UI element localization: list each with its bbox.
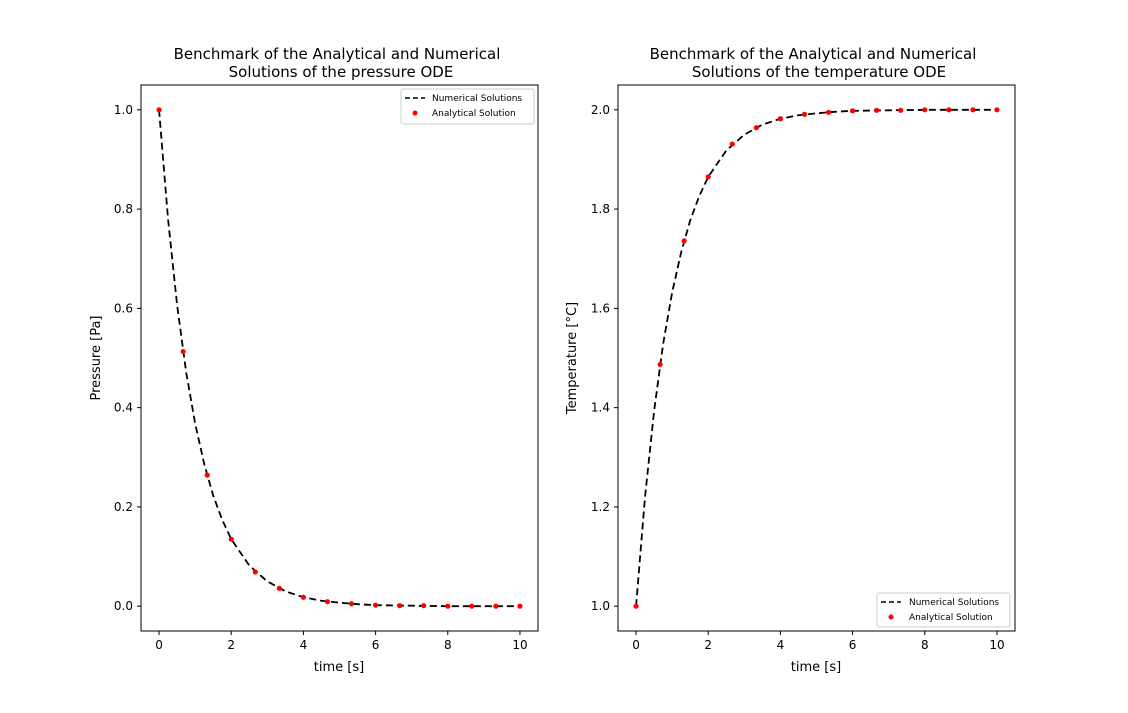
y-tick-label: 1.0 xyxy=(114,103,133,117)
legend-box xyxy=(876,592,1011,628)
analytical-solution-point xyxy=(681,238,687,244)
analytical-solution-point xyxy=(729,141,735,147)
analytical-solution-point xyxy=(445,603,451,609)
legend-box xyxy=(400,88,535,125)
analytical-solution-point xyxy=(372,602,379,608)
legend: Numerical Solutions Analytical Solution xyxy=(400,88,535,125)
y-tick-label: 1.8 xyxy=(591,202,610,216)
x-tick-label: 10 xyxy=(512,638,527,652)
x-tick-label: 4 xyxy=(777,638,785,652)
x-tick-label: 4 xyxy=(300,638,308,652)
x-tick-label: 8 xyxy=(444,638,452,652)
y-axis-label: Temperature [°C] xyxy=(565,302,580,415)
chart-title-line1: Benchmark of the Analytical and Numerica… xyxy=(650,45,977,63)
y-axis-ticks: 0.0 0.2 0.4 0.6 0.8 1.0 xyxy=(114,103,141,613)
y-tick-label: 0.8 xyxy=(114,202,133,216)
x-axis-ticks: 0 2 4 6 8 10 xyxy=(155,631,528,652)
analytical-solution-point xyxy=(156,107,162,113)
y-tick-label: 0.4 xyxy=(114,401,133,415)
analytical-solution-point xyxy=(705,174,711,180)
analytical-solution-point xyxy=(204,472,210,478)
analytical-solution-point xyxy=(228,536,234,542)
analytical-solution-point xyxy=(324,599,331,605)
analytical-solution-point xyxy=(252,569,258,575)
x-tick-label: 6 xyxy=(372,638,380,652)
analytical-solution-point xyxy=(970,107,976,113)
analytical-solution-point xyxy=(469,603,475,609)
analytical-solution-point xyxy=(657,361,663,368)
chart-title-line2: Solutions of the temperature ODE xyxy=(692,63,946,81)
analytical-solution-point xyxy=(922,107,928,113)
x-tick-label: 2 xyxy=(704,638,712,652)
x-tick-label: 10 xyxy=(989,638,1004,652)
x-tick-label: 8 xyxy=(921,638,929,652)
legend: Numerical Solutions Analytical Solution xyxy=(876,592,1011,628)
analytical-solution-point xyxy=(180,348,186,355)
y-tick-label: 1.4 xyxy=(591,401,610,415)
plot-frame xyxy=(617,84,1016,632)
analytical-solution-point xyxy=(517,603,523,609)
y-tick-label: 0.2 xyxy=(114,500,133,514)
analytical-solution-point xyxy=(493,603,499,609)
chart-title-line1: Benchmark of the Analytical and Numerica… xyxy=(174,45,501,63)
y-tick-label: 2.0 xyxy=(591,103,610,117)
legend-marker-swatch xyxy=(888,614,894,620)
legend-entry-numerical: Numerical Solutions xyxy=(432,94,522,104)
y-axis-label: Pressure [Pa] xyxy=(89,315,104,400)
chart-title-line2: Solutions of the pressure ODE xyxy=(229,63,454,81)
analytical-solution-point xyxy=(421,603,427,609)
temperature-chart: Benchmark of the Analytical and Numerica… xyxy=(565,45,1016,675)
plot-frame xyxy=(140,84,539,632)
pressure-chart: Benchmark of the Analytical and Numerica… xyxy=(89,45,539,675)
analytical-solution-point xyxy=(825,109,832,115)
legend-entry-numerical: Numerical Solutions xyxy=(909,598,999,608)
analytical-solution-point xyxy=(348,601,355,607)
analytical-solution-point xyxy=(777,116,784,122)
analytical-solution-point xyxy=(633,603,639,609)
analytical-solution-point xyxy=(849,108,856,114)
x-axis-label: time [s] xyxy=(791,660,841,675)
legend-marker-swatch xyxy=(412,110,418,116)
y-tick-label: 1.6 xyxy=(591,301,610,315)
y-tick-label: 1.2 xyxy=(591,500,610,514)
plot-area xyxy=(618,85,1015,631)
analytical-solution-point xyxy=(801,111,808,117)
x-axis-ticks: 0 2 4 6 8 10 xyxy=(632,631,1005,652)
x-axis-label: time [s] xyxy=(314,660,364,675)
series-layer xyxy=(633,107,1000,609)
y-axis-ticks: 1.0 1.2 1.4 1.6 1.8 2.0 xyxy=(591,103,618,613)
x-tick-label: 6 xyxy=(849,638,857,652)
y-tick-label: 1.0 xyxy=(591,599,610,613)
x-tick-label: 2 xyxy=(227,638,235,652)
analytical-solution-point xyxy=(397,603,403,609)
x-tick-label: 0 xyxy=(155,638,163,652)
analytical-solution-point xyxy=(300,594,307,600)
y-tick-label: 0.6 xyxy=(114,301,133,315)
analytical-solution-point xyxy=(276,585,282,591)
legend-entry-analytical: Analytical Solution xyxy=(432,109,516,119)
series-layer xyxy=(156,107,523,609)
analytical-solution-point xyxy=(753,125,759,131)
y-tick-label: 0.0 xyxy=(114,599,133,613)
plot-area xyxy=(141,85,538,631)
analytical-solution-point xyxy=(994,107,1000,113)
x-tick-label: 0 xyxy=(632,638,640,652)
analytical-solution-point xyxy=(898,107,904,113)
legend-entry-analytical: Analytical Solution xyxy=(909,613,993,623)
analytical-solution-point xyxy=(874,107,880,113)
analytical-solution-point xyxy=(946,107,952,113)
